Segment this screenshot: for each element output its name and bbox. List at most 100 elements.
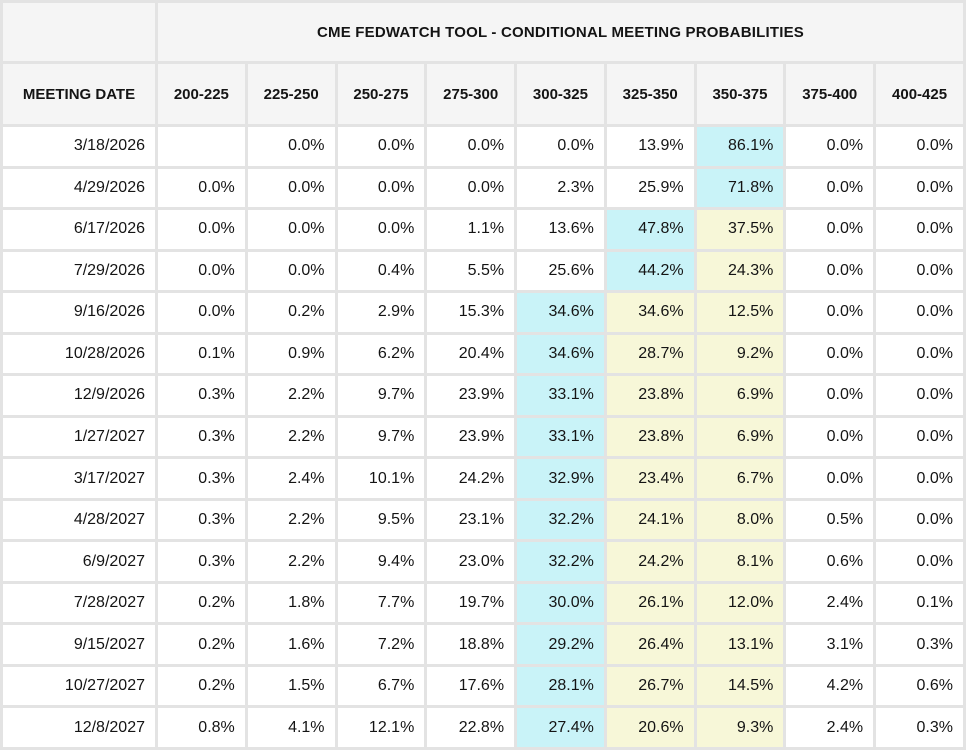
probability-cell: 17.6% [427, 666, 515, 706]
probability-cell: 32.9% [517, 459, 604, 498]
probability-cell: 4.1% [247, 708, 335, 747]
table-row: 12/9/2026 0.3% 2.2% 9.7% 23.9% 33.1% 23.8% 6.9%… [3, 376, 963, 415]
probability-cell: 0.0% [786, 168, 874, 208]
probability-cell [158, 127, 245, 166]
table-row: 1/27/2027 0.3% 2.2% 9.7% 23.9% 33.1% 23.8% 6.9%… [3, 417, 963, 457]
probability-cell: 47.8% [606, 210, 694, 249]
rate-range-header: 350-375 [696, 64, 784, 124]
title-row: CME FEDWATCH TOOL - CONDITIONAL MEETING … [3, 3, 963, 61]
probability-cell: 23.9% [427, 417, 515, 457]
probability-cell: 34.6% [517, 293, 604, 332]
rate-range-header: 200-225 [158, 64, 245, 124]
probability-cell: 0.0% [158, 168, 245, 208]
probability-cell: 7.7% [337, 583, 425, 623]
probability-cell: 8.1% [696, 542, 784, 581]
probability-cell: 0.0% [337, 168, 425, 208]
probability-cell: 44.2% [606, 251, 694, 291]
probability-cell: 30.0% [517, 583, 604, 623]
probability-cell: 1.8% [247, 583, 335, 623]
probability-cell: 0.1% [876, 583, 963, 623]
rate-range-header: 375-400 [786, 64, 874, 124]
probability-cell: 0.0% [786, 210, 874, 249]
probability-cell: 0.0% [876, 251, 963, 291]
probability-cell: 0.0% [786, 251, 874, 291]
probability-cell: 25.6% [517, 251, 604, 291]
probability-cell: 0.0% [876, 417, 963, 457]
probability-cell: 24.2% [427, 459, 515, 498]
probability-cell: 24.3% [696, 251, 784, 291]
probability-cell: 8.0% [696, 500, 784, 540]
probability-cell: 0.2% [158, 666, 245, 706]
meeting-date-cell: 3/17/2027 [3, 459, 155, 498]
probability-cell: 86.1% [696, 127, 784, 166]
probability-cell: 0.0% [247, 127, 335, 166]
probability-cell: 0.0% [876, 127, 963, 166]
probability-cell: 0.3% [158, 417, 245, 457]
probability-cell: 24.1% [606, 500, 694, 540]
probability-cell: 0.0% [786, 417, 874, 457]
probability-cell: 0.9% [247, 334, 335, 374]
table-row: 9/16/2026 0.0% 0.2% 2.9% 15.3% 34.6% 34.6% 12.5… [3, 293, 963, 332]
probability-cell: 2.4% [786, 708, 874, 747]
rate-range-header: 275-300 [427, 64, 515, 124]
probability-cell: 0.6% [876, 666, 963, 706]
probability-cell: 0.0% [876, 542, 963, 581]
probability-cell: 12.5% [696, 293, 784, 332]
probability-cell: 0.0% [876, 376, 963, 415]
probability-cell: 0.0% [158, 210, 245, 249]
probability-cell: 0.3% [158, 459, 245, 498]
meeting-date-cell: 1/27/2027 [3, 417, 155, 457]
rate-range-header: 225-250 [247, 64, 335, 124]
probability-cell: 6.7% [337, 666, 425, 706]
probability-cell: 0.8% [158, 708, 245, 747]
probability-cell: 0.2% [158, 583, 245, 623]
meeting-date-cell: 10/28/2026 [3, 334, 155, 374]
table-row: 4/29/2026 0.0% 0.0% 0.0% 0.0% 2.3% 25.9% 71.8% 0… [3, 168, 963, 208]
probability-cell: 6.9% [696, 376, 784, 415]
probability-cell: 13.9% [606, 127, 694, 166]
meeting-date-cell: 9/16/2026 [3, 293, 155, 332]
table-row: 3/17/2027 0.3% 2.4% 10.1% 24.2% 32.9% 23.4% 6.7… [3, 459, 963, 498]
probability-cell: 2.9% [337, 293, 425, 332]
probability-cell: 2.4% [247, 459, 335, 498]
probability-cell: 0.5% [786, 500, 874, 540]
probability-cell: 23.0% [427, 542, 515, 581]
probability-cell: 0.0% [247, 168, 335, 208]
table-row: 9/15/2027 0.2% 1.6% 7.2% 18.8% 29.2% 26.4% 13.1… [3, 625, 963, 664]
rate-range-header: 400-425 [876, 64, 963, 124]
probability-cell: 20.4% [427, 334, 515, 374]
probability-cell: 23.4% [606, 459, 694, 498]
meeting-date-cell: 7/28/2027 [3, 583, 155, 623]
probability-cell: 0.0% [786, 127, 874, 166]
probability-cell: 26.7% [606, 666, 694, 706]
probability-cell: 29.2% [517, 625, 604, 664]
meeting-date-cell: 4/29/2026 [3, 168, 155, 208]
probability-cell: 9.3% [696, 708, 784, 747]
probability-cell: 14.5% [696, 666, 784, 706]
table-row: 10/27/2027 0.2% 1.5% 6.7% 17.6% 28.1% 26.7% 14.… [3, 666, 963, 706]
probability-cell: 0.3% [876, 625, 963, 664]
probability-cell: 0.4% [337, 251, 425, 291]
probability-cell: 1.6% [247, 625, 335, 664]
probability-cell: 0.0% [876, 459, 963, 498]
probability-cell: 0.2% [247, 293, 335, 332]
probability-cell: 28.7% [606, 334, 694, 374]
probability-cell: 26.4% [606, 625, 694, 664]
probability-cell: 2.3% [517, 168, 604, 208]
probability-cell: 0.0% [786, 376, 874, 415]
table-row: 3/18/2026 0.0% 0.0% 0.0% 0.0% 13.9% 86.1% 0.0% 0… [3, 127, 963, 166]
probability-cell: 0.0% [786, 459, 874, 498]
probability-cell: 6.2% [337, 334, 425, 374]
probability-cell: 34.6% [517, 334, 604, 374]
probability-cell: 10.1% [337, 459, 425, 498]
probability-cell: 12.0% [696, 583, 784, 623]
probability-cell: 2.4% [786, 583, 874, 623]
probability-cell: 19.7% [427, 583, 515, 623]
meeting-date-cell: 12/8/2027 [3, 708, 155, 747]
probability-cell: 13.1% [696, 625, 784, 664]
column-header-row: MEETING DATE 200-225 225-250 250-275 275-30… [3, 64, 963, 124]
probability-cell: 34.6% [606, 293, 694, 332]
corner-cell [3, 3, 155, 61]
probability-cell: 1.1% [427, 210, 515, 249]
